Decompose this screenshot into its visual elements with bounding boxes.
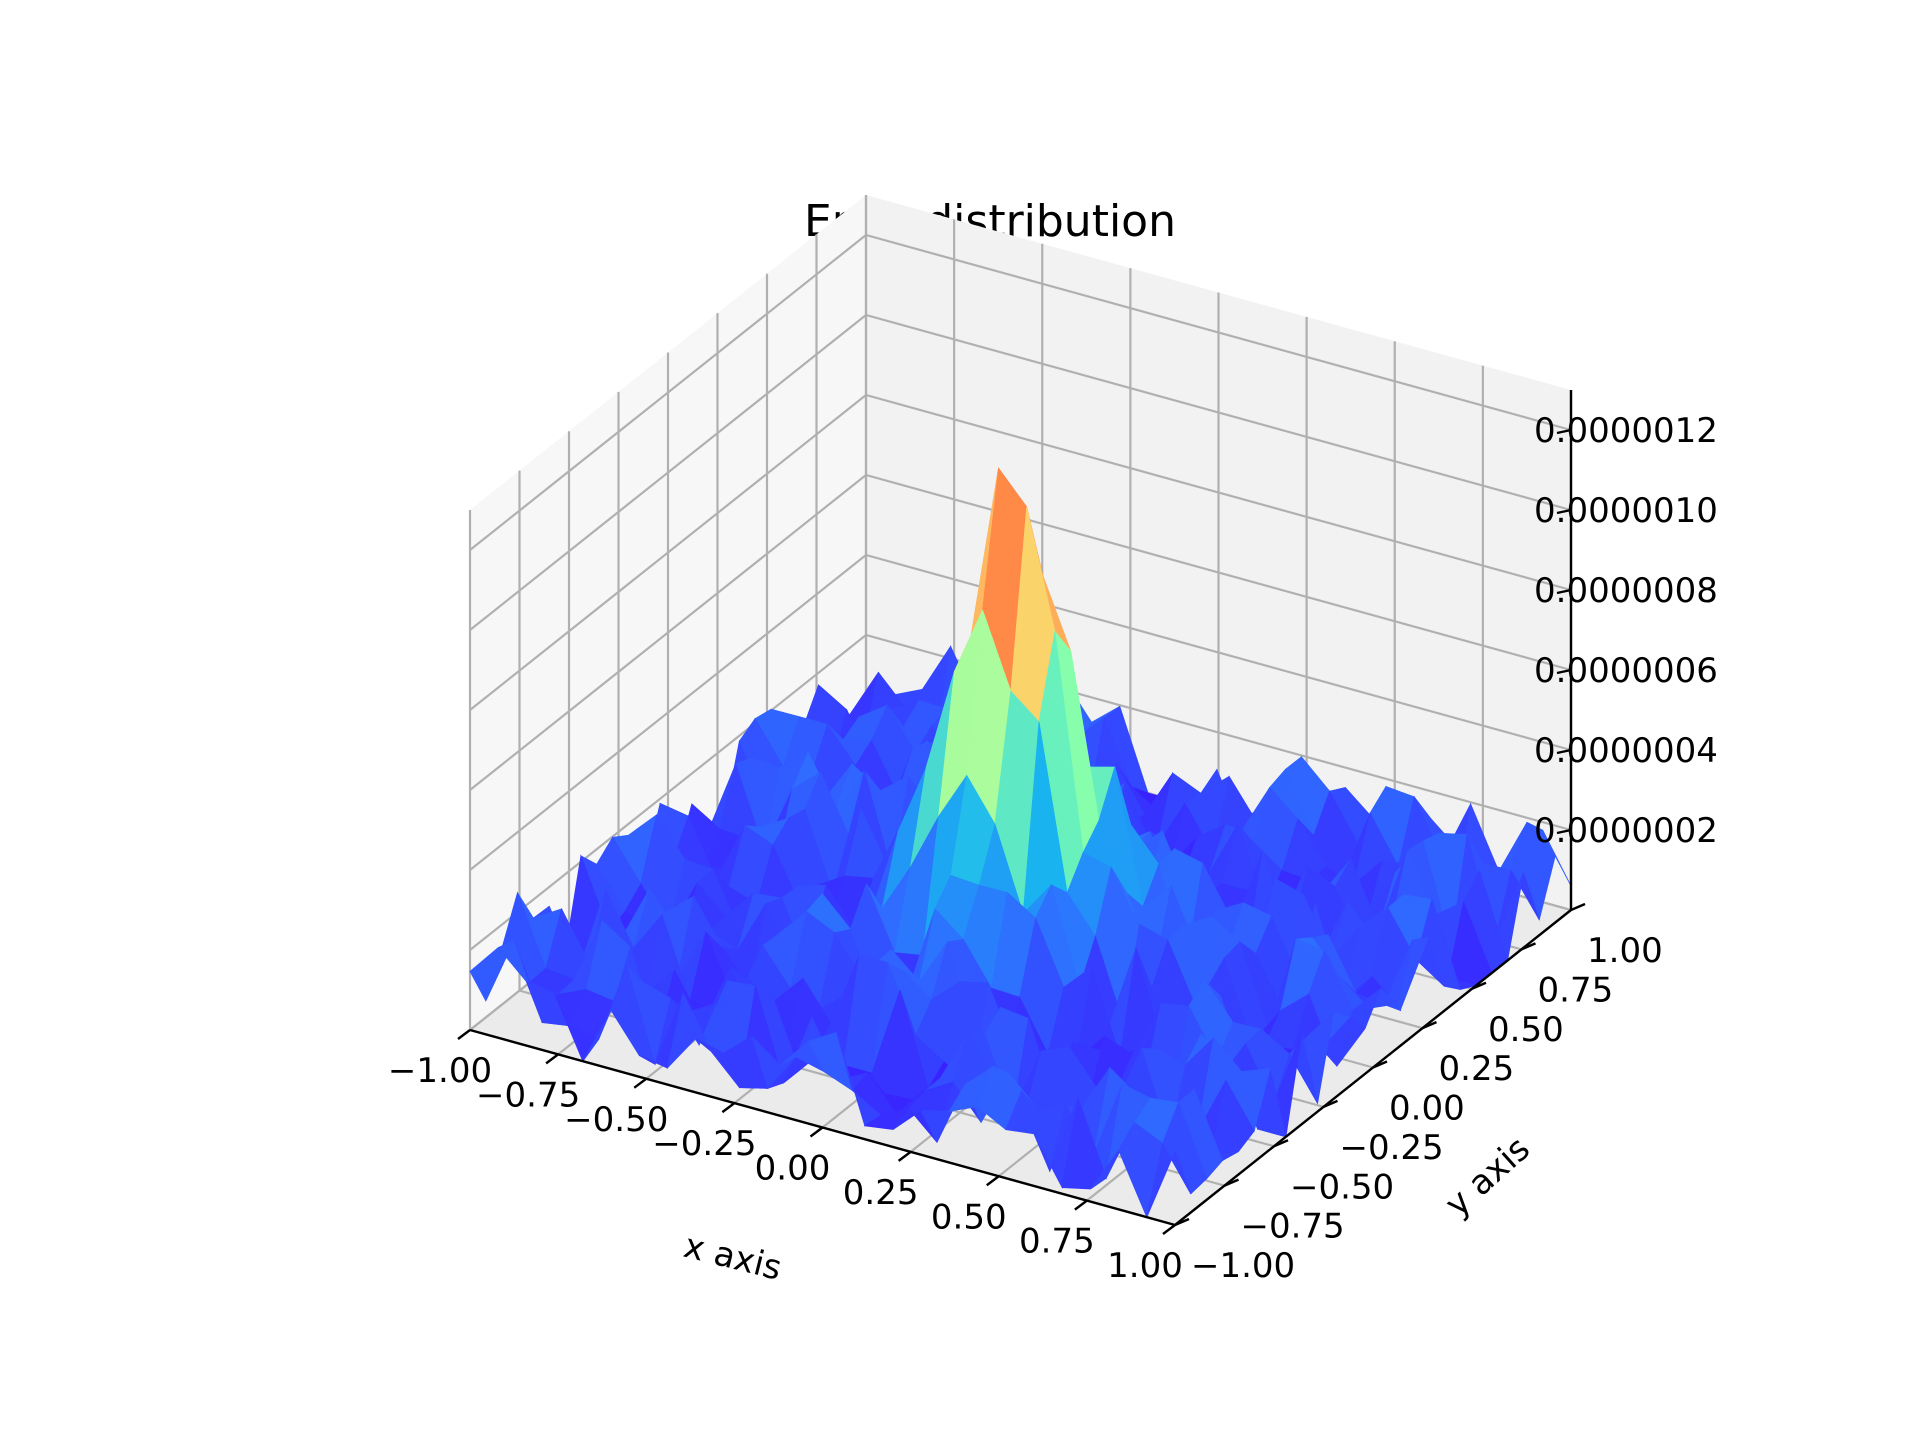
grid-line-z [865, 313, 1572, 512]
grid-line-z [469, 554, 867, 871]
y-tick-mark [1174, 1217, 1190, 1227]
x-tick-label: −1.00 [388, 1051, 492, 1091]
x-tick-mark [633, 1077, 647, 1089]
y-tick-label: 0.75 [1538, 970, 1614, 1010]
z-tick-label: 0.0000010 [1534, 491, 1718, 531]
grid-line-z [469, 234, 867, 551]
y-tick-mark [1224, 1178, 1239, 1187]
y-tick-mark [1521, 942, 1536, 951]
grid-line-z [865, 393, 1572, 592]
z-tick-mark [1556, 508, 1572, 515]
y-tick-label: 0.25 [1439, 1049, 1515, 1089]
x-tick-label: 0.25 [843, 1173, 919, 1213]
z-tick-mark [1556, 748, 1572, 755]
y-tick-mark [1422, 1021, 1437, 1030]
axes-lines [457, 390, 1586, 1235]
grid-line-z [469, 634, 867, 951]
y-tick-label: −0.75 [1241, 1207, 1345, 1247]
y-tick-label: −1.00 [1191, 1246, 1295, 1286]
y-tick-label: 1.00 [1587, 931, 1663, 971]
z-tick-label: 0.0000002 [1534, 811, 1718, 851]
x-tick-mark [1162, 1224, 1176, 1235]
x-tick-mark [986, 1175, 1000, 1187]
grid-line-z [469, 474, 867, 791]
y-tick-mark [1471, 981, 1487, 990]
grid-line-z [865, 473, 1572, 672]
y-tick-label: 0.00 [1389, 1089, 1465, 1129]
y-tick-label: −0.25 [1340, 1128, 1444, 1168]
x-tick-mark [809, 1126, 824, 1138]
z-tick-mark [1556, 588, 1572, 595]
y-tick-mark [1323, 1099, 1338, 1108]
z-tick-label: 0.0000008 [1534, 571, 1718, 611]
y-tick-mark [1273, 1139, 1289, 1148]
x-tick-mark [1074, 1199, 1088, 1211]
tick-labels: −1.00−0.75−0.50−0.250.000.250.500.751.00… [388, 411, 1718, 1286]
y-tick-mark [1570, 902, 1586, 912]
y-tick-label: 0.50 [1488, 1010, 1564, 1050]
x-tick-label: −0.50 [564, 1100, 668, 1140]
grid-line-z [469, 394, 867, 711]
x-tick-label: −0.25 [652, 1124, 756, 1164]
grid-line-z [865, 233, 1572, 432]
z-tick-mark [1556, 828, 1572, 835]
x-tick-label: 0.50 [931, 1197, 1007, 1237]
x-tick-label: 0.75 [1019, 1222, 1095, 1262]
z-tick-mark [1556, 668, 1572, 675]
z-tick-label: 0.0000012 [1534, 411, 1718, 451]
z-tick-label: 0.0000004 [1534, 731, 1718, 771]
x-tick-label: −0.75 [476, 1075, 580, 1115]
z-tick-label: 0.0000006 [1534, 651, 1718, 691]
y-tick-label: −0.50 [1290, 1167, 1394, 1207]
x-tick-mark [457, 1029, 471, 1040]
x-tick-label: 0.00 [755, 1149, 831, 1189]
error-surface [469, 467, 1572, 1219]
x-tick-label: 1.00 [1107, 1246, 1183, 1286]
x-tick-mark [897, 1150, 912, 1162]
y-axis-label: y axis [1437, 1129, 1537, 1225]
y-tick-mark [1372, 1060, 1388, 1069]
grid-line-z [469, 314, 867, 631]
x-axis-label: x axis [680, 1226, 786, 1289]
surface-cell [1146, 1142, 1192, 1218]
x-tick-mark [545, 1053, 559, 1065]
z-tick-mark [1556, 428, 1572, 435]
x-tick-mark [721, 1102, 736, 1114]
